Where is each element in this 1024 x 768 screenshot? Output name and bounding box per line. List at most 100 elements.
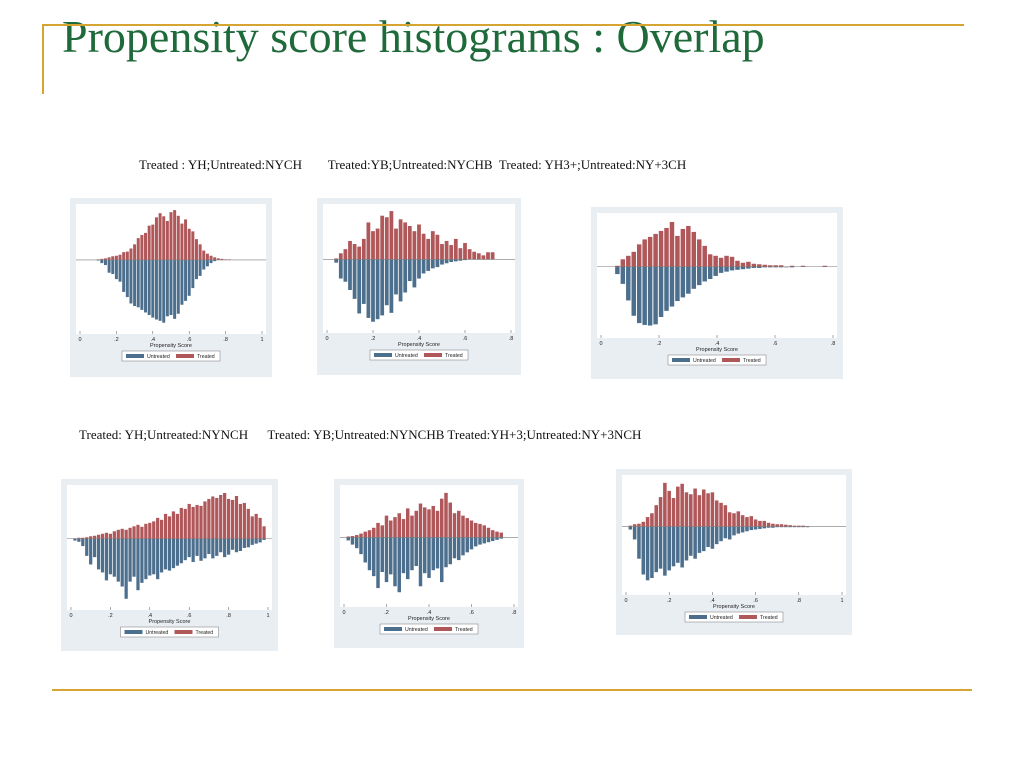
treated-bar (723, 505, 728, 527)
treated-bar (132, 526, 136, 539)
untreated-bar (452, 537, 457, 559)
untreated-bar (775, 526, 779, 528)
treated-bar (194, 239, 198, 260)
treated-bar (108, 533, 113, 539)
untreated-bar (658, 526, 663, 569)
treated-bar (452, 513, 457, 538)
treated-bar (384, 217, 389, 260)
untreated-bar (664, 266, 669, 311)
treated-bar (650, 513, 654, 527)
treated-bar (735, 260, 740, 267)
title-rule-vertical (42, 24, 44, 94)
untreated-bar (154, 259, 158, 320)
x-tick-label: .4 (710, 598, 715, 604)
treated-bar (81, 537, 85, 539)
untreated-bar (144, 538, 148, 580)
treated-bar (246, 508, 250, 539)
legend-label: Treated (760, 615, 778, 621)
untreated-bar (680, 526, 684, 568)
treated-bar (444, 492, 448, 538)
untreated-bar (398, 259, 403, 302)
treated-bar (773, 265, 778, 267)
treated-bar (187, 503, 191, 539)
x-tick-label: 1 (260, 337, 263, 343)
treated-bar (641, 521, 646, 527)
legend-label: Untreated (395, 353, 418, 359)
treated-bar (175, 513, 179, 539)
untreated-bar (140, 259, 144, 310)
treated-bar (359, 533, 363, 538)
treated-bar (472, 251, 477, 260)
treated-bar (148, 522, 152, 539)
treated-bar (444, 240, 449, 260)
treated-bar (486, 252, 490, 260)
treated-bar (162, 216, 166, 260)
untreated-bar (133, 259, 137, 307)
untreated-bar (120, 538, 124, 587)
treated-bar (714, 500, 719, 527)
untreated-bar (710, 526, 715, 549)
histogram-chart: 0 .2 .4 .6 .8 1 Propensity Score Untreated Treat… (76, 204, 266, 362)
treated-bar (191, 506, 195, 539)
untreated-bar (209, 259, 213, 264)
treated-bar (361, 238, 366, 260)
treated-bar (702, 245, 707, 267)
untreated-bar (258, 538, 262, 543)
untreated-bar (478, 537, 482, 545)
treated-bar (355, 535, 359, 538)
x-tick-label: .6 (469, 610, 474, 616)
slide-title: Propensity score histograms : Overlap (62, 11, 765, 62)
treated-bar (118, 254, 122, 260)
untreated-bar (406, 537, 410, 580)
treated-bar (478, 523, 482, 538)
untreated-bar (363, 537, 367, 563)
untreated-bar (762, 526, 767, 529)
untreated-bar (394, 259, 398, 295)
untreated-bar (766, 526, 771, 528)
untreated-bar (371, 259, 375, 322)
treated-bar (740, 515, 745, 527)
treated-bar (230, 499, 235, 539)
treated-bar (125, 251, 129, 260)
x-tick-label: .8 (831, 341, 836, 347)
untreated-bar (104, 538, 109, 581)
treated-bar (216, 258, 220, 260)
untreated-bar (421, 259, 426, 274)
treated-bar (380, 525, 384, 538)
treated-bar (653, 233, 658, 267)
untreated-bar (753, 526, 758, 530)
untreated-bar (414, 537, 418, 567)
x-tick-label: 0 (325, 336, 328, 342)
untreated-bar (169, 259, 173, 316)
x-axis-label: Propensity Score (696, 347, 738, 353)
legend-swatch (722, 358, 740, 362)
untreated-bar (165, 259, 169, 317)
untreated-bar (254, 538, 258, 544)
untreated-bar (751, 266, 757, 268)
untreated-bar (167, 538, 172, 571)
untreated-bar (788, 526, 792, 528)
untreated-bar (397, 537, 401, 593)
untreated-bar (116, 538, 120, 582)
treated-bar (163, 513, 168, 539)
treated-bar (482, 525, 486, 538)
legend-box (120, 626, 219, 638)
treated-bar (724, 255, 729, 267)
legend-swatch (689, 615, 707, 619)
treated-bar (707, 254, 713, 267)
untreated-bar (151, 259, 155, 318)
untreated-bar (448, 537, 452, 565)
untreated-bar (435, 259, 440, 268)
x-axis-label: Propensity Score (150, 343, 192, 349)
untreated-bar (465, 537, 469, 553)
legend-swatch (384, 627, 402, 631)
untreated-bar (499, 537, 503, 539)
treated-bar (179, 507, 183, 539)
treated-bar (435, 234, 440, 260)
treated-bar (490, 252, 495, 260)
untreated-bar (773, 266, 778, 268)
x-tick-label: .8 (512, 610, 517, 616)
treated-bar (495, 531, 499, 538)
untreated-bar (440, 537, 444, 583)
treated-bar (430, 231, 435, 260)
